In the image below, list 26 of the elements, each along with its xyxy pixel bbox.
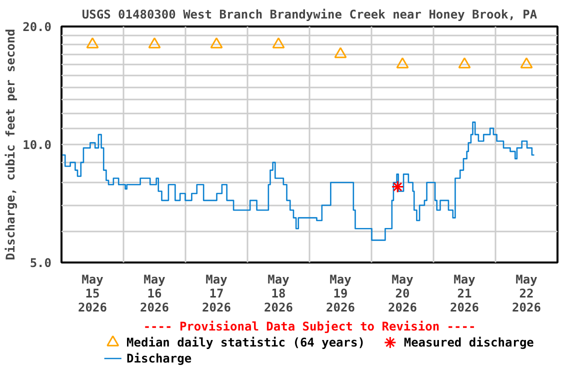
legend-label: Median daily statistic (64 years) bbox=[126, 336, 365, 350]
legend-label: Discharge bbox=[126, 352, 192, 366]
x-tick-label: May 21 2026 bbox=[450, 272, 479, 314]
chart-title: USGS 01480300 West Branch Brandywine Creek near Honey Brook, PA bbox=[82, 8, 538, 22]
point bbox=[334, 47, 347, 58]
y-tick-label: 10.0 bbox=[22, 138, 52, 152]
point bbox=[86, 37, 99, 48]
x-tick-label: May 16 2026 bbox=[140, 272, 169, 314]
point bbox=[396, 57, 409, 68]
x-tick-label: May 22 2026 bbox=[512, 272, 541, 314]
point bbox=[210, 37, 223, 48]
x-tick-label: May 15 2026 bbox=[78, 272, 107, 314]
x-tick-label: May 20 2026 bbox=[388, 272, 417, 314]
x-tick-label: May 17 2026 bbox=[202, 272, 231, 314]
point bbox=[148, 37, 161, 48]
y-tick-label: 5.0 bbox=[30, 256, 52, 270]
point bbox=[391, 180, 404, 194]
text: ---- Provisional Data Subject to Revision ---- bbox=[143, 320, 476, 334]
point bbox=[520, 57, 533, 68]
legend-label: Measured discharge bbox=[404, 336, 534, 350]
y-tick-label: 20.0 bbox=[22, 20, 52, 34]
y-axis-title: Discharge, cubic feet per second bbox=[4, 28, 18, 260]
x-tick-label: May 18 2026 bbox=[264, 272, 293, 314]
x-tick-label: May 19 2026 bbox=[326, 272, 355, 314]
point bbox=[272, 37, 285, 48]
point bbox=[458, 57, 471, 68]
